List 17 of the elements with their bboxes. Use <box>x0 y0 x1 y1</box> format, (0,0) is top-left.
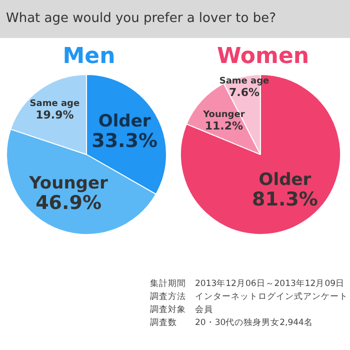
text: 調査数 20・30代の独身男女2,944名 <box>150 317 314 330</box>
data-label: 81.3% <box>252 188 318 210</box>
chart-title: Women <box>216 44 310 71</box>
text: 集計期間 2013年12月06日～2013年12月09日 <box>150 278 346 291</box>
text: What age would you prefer a lover to be? <box>0 0 350 38</box>
text: 調査方法 インターネットログイン式アンケート <box>150 291 348 304</box>
data-label: 46.9% <box>36 192 102 214</box>
data-label: 19.9% <box>36 108 74 122</box>
chart-title: Men <box>62 44 116 71</box>
slice-label: Older <box>258 170 312 190</box>
slice-label: Younger <box>28 174 109 194</box>
data-label: 7.6% <box>228 86 260 100</box>
slice-label: Older <box>98 111 152 132</box>
data-label: 11.2% <box>204 119 244 132</box>
data-label: 33.3% <box>92 130 158 152</box>
text: 調査対象 会員 <box>150 304 214 317</box>
slice-label: Same age <box>30 99 80 110</box>
